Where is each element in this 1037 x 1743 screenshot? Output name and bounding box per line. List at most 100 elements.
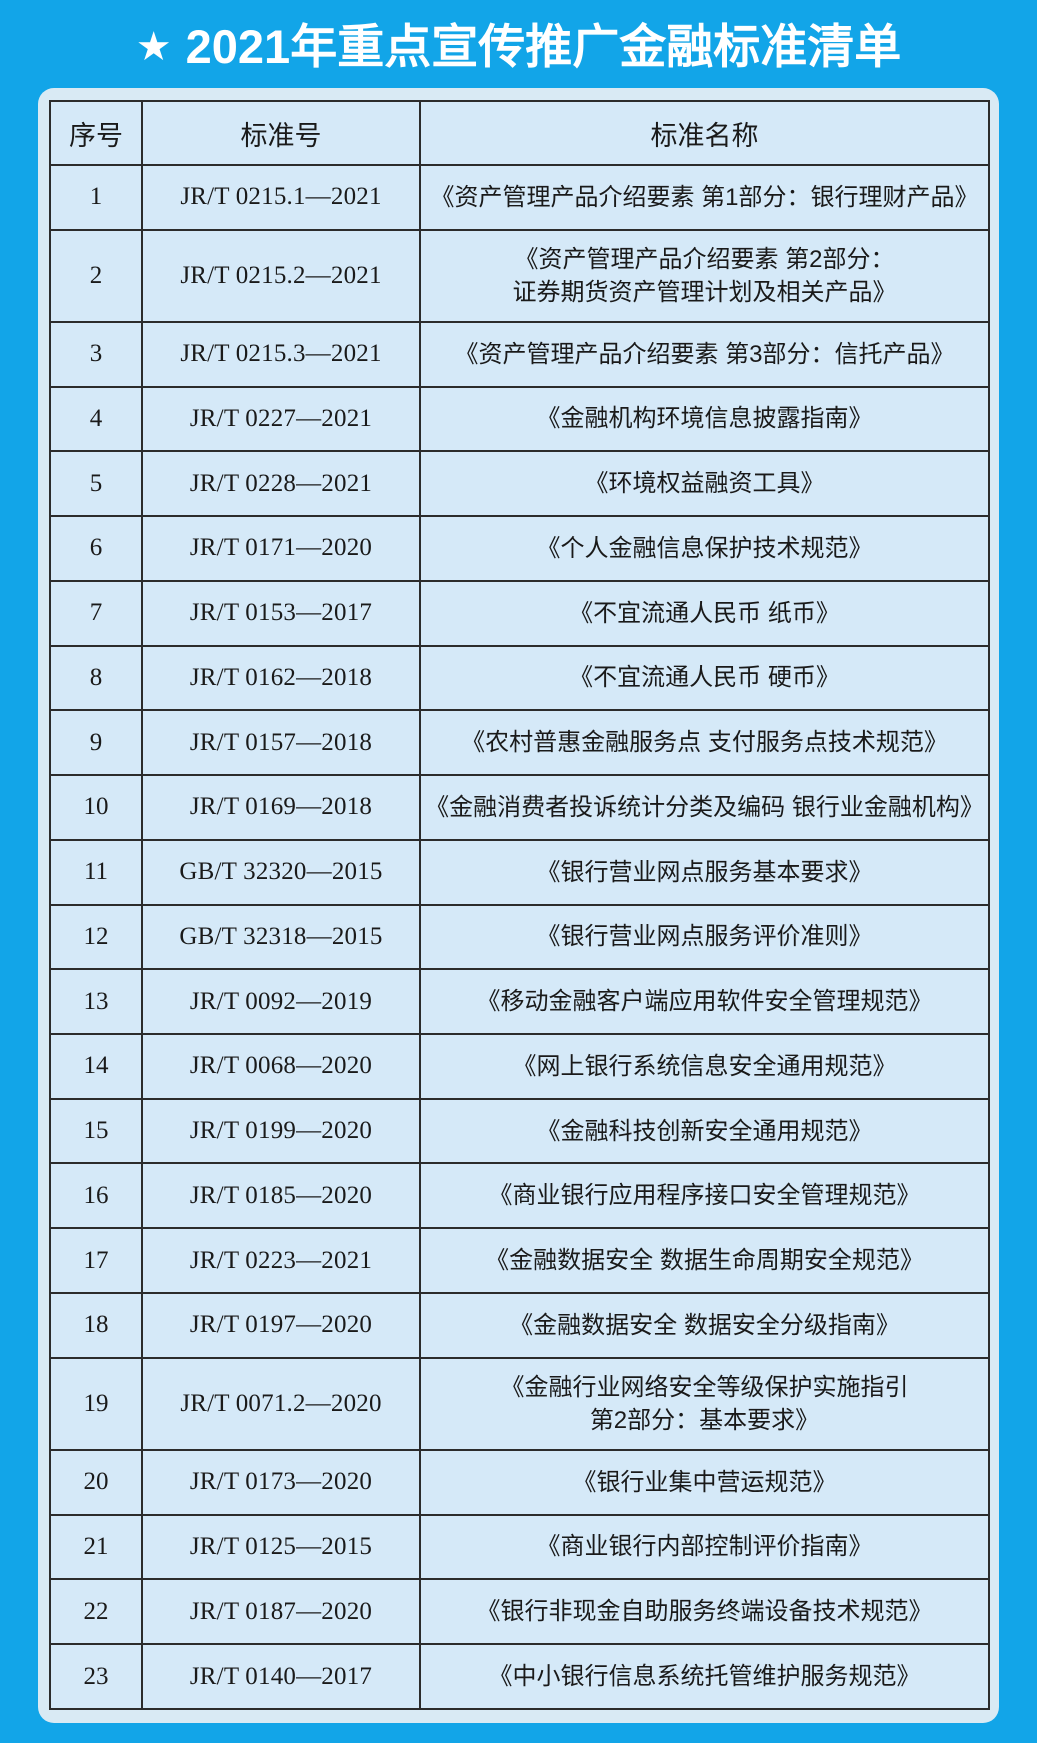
table-row: 3 JR/T 0215.3—2021 《资产管理产品介绍要素 第3部分：信托产品》 [49, 320, 990, 388]
cell-standard-name-line1: 《金融行业网络安全等级保护实施指引 [500, 1373, 909, 1401]
cell-standard-name: 《金融科技创新安全通用规范》 [419, 1097, 990, 1165]
cell-standard-number: GB/T 32318—2015 [141, 903, 421, 971]
cell-standard-name-line1: 《个人金融信息保护技术规范》 [536, 534, 873, 562]
cell-standard-name-line1: 《商业银行应用程序接口安全管理规范》 [488, 1182, 921, 1210]
cell-seq: 13 [49, 968, 143, 1035]
cell-standard-name-line1: 《金融数据安全 数据安全分级指南》 [509, 1311, 900, 1339]
table-row: 8 JR/T 0162—2018 《不宜流通人民币 硬币》 [49, 644, 990, 712]
table-row: 21 JR/T 0125—2015 《商业银行内部控制评价指南》 [49, 1513, 990, 1581]
table-row: 2 JR/T 0215.2—2021 《资产管理产品介绍要素 第2部分： 证券期货资产… [49, 228, 990, 323]
table-row: 23 JR/T 0140—2017 《中小银行信息系统托管维护服务规范》 [49, 1643, 990, 1710]
table-panel: 序号 标准号 标准名称 1 JR/T 0215.1—2021 《资产管理产品介绍要素… [38, 88, 999, 1723]
cell-standard-name-line1: 《银行业集中营运规范》 [572, 1468, 837, 1496]
table-row: 22 JR/T 0187—2020 《银行非现金自助服务终端设备技术规范》 [49, 1578, 990, 1646]
cell-standard-number: JR/T 0140—2017 [141, 1643, 421, 1710]
cell-standard-name-line1: 《银行营业网点服务基本要求》 [536, 858, 873, 886]
table-row: 7 JR/T 0153—2017 《不宜流通人民币 纸币》 [49, 579, 990, 647]
cell-standard-name-line2: 证券期货资产管理计划及相关产品》 [512, 278, 897, 306]
cell-seq: 17 [49, 1227, 143, 1294]
cell-standard-name: 《银行营业网点服务评价准则》 [419, 903, 990, 971]
cell-seq: 14 [49, 1032, 143, 1100]
cell-standard-number: JR/T 0153—2017 [141, 579, 421, 647]
table-row: 16 JR/T 0185—2020 《商业银行应用程序接口安全管理规范》 [49, 1162, 990, 1230]
column-header-standard-name: 标准名称 [419, 100, 990, 166]
cell-seq: 5 [49, 450, 143, 518]
table-row: 13 JR/T 0092—2019 《移动金融客户端应用软件安全管理规范》 [49, 968, 990, 1035]
cell-seq: 8 [49, 644, 143, 712]
cell-seq: 22 [49, 1578, 143, 1646]
table-row: 5 JR/T 0228—2021 《环境权益融资工具》 [49, 450, 990, 518]
table-row: 11 GB/T 32320—2015 《银行营业网点服务基本要求》 [49, 838, 990, 906]
page-title: ★ 2021年重点宣传推广金融标准清单 [0, 0, 1037, 88]
cell-seq: 7 [49, 579, 143, 647]
standards-table: 序号 标准号 标准名称 1 JR/T 0215.1—2021 《资产管理产品介绍要素… [49, 100, 990, 1710]
cell-standard-number: JR/T 0169—2018 [141, 774, 421, 841]
cell-standard-number: JR/T 0071.2—2020 [141, 1356, 421, 1451]
cell-standard-number: JR/T 0215.3—2021 [141, 320, 421, 388]
cell-standard-name-line1: 《银行非现金自助服务终端设备技术规范》 [476, 1598, 933, 1626]
column-header-seq: 序号 [49, 100, 143, 166]
cell-standard-name: 《资产管理产品介绍要素 第3部分：信托产品》 [419, 320, 990, 388]
cell-standard-name: 《环境权益融资工具》 [419, 450, 990, 518]
page-title-text: 2021年重点宣传推广金融标准清单 [185, 19, 902, 73]
cell-standard-name: 《银行营业网点服务基本要求》 [419, 838, 990, 906]
cell-standard-name: 《资产管理产品介绍要素 第1部分：银行理财产品》 [419, 164, 990, 231]
cell-standard-name: 《金融机构环境信息披露指南》 [419, 385, 990, 453]
cell-standard-number: JR/T 0215.1—2021 [141, 164, 421, 231]
cell-seq: 16 [49, 1162, 143, 1230]
table-row: 9 JR/T 0157—2018 《农村普惠金融服务点 支付服务点技术规范》 [49, 709, 990, 777]
cell-standard-number: JR/T 0197—2020 [141, 1291, 421, 1359]
table-row: 14 JR/T 0068—2020 《网上银行系统信息安全通用规范》 [49, 1032, 990, 1100]
cell-standard-name: 《中小银行信息系统托管维护服务规范》 [419, 1643, 990, 1710]
cell-standard-name-line1: 《金融科技创新安全通用规范》 [536, 1117, 873, 1145]
star-icon: ★ [135, 25, 172, 69]
cell-seq: 12 [49, 903, 143, 971]
table-header-row: 序号 标准号 标准名称 [49, 100, 990, 166]
cell-seq: 19 [49, 1356, 143, 1451]
table-row: 20 JR/T 0173—2020 《银行业集中营运规范》 [49, 1448, 990, 1516]
cell-standard-name-line1: 《金融数据安全 数据生命周期安全规范》 [485, 1247, 924, 1274]
table-row: 19 JR/T 0071.2—2020 《金融行业网络安全等级保护实施指引 第2部分：… [49, 1356, 990, 1451]
cell-standard-name-line1: 《商业银行内部控制评价指南》 [536, 1533, 873, 1561]
cell-standard-number: JR/T 0162—2018 [141, 644, 421, 712]
table-row: 12 GB/T 32318—2015 《银行营业网点服务评价准则》 [49, 903, 990, 971]
table-row: 4 JR/T 0227—2021 《金融机构环境信息披露指南》 [49, 385, 990, 453]
cell-standard-name-line1: 《农村普惠金融服务点 支付服务点技术规范》 [461, 729, 948, 757]
cell-standard-name-line2: 第2部分：基本要求》 [589, 1406, 820, 1434]
cell-standard-name-line1: 《资产管理产品介绍要素 第1部分：银行理财产品》 [430, 183, 979, 211]
table-row: 18 JR/T 0197—2020 《金融数据安全 数据安全分级指南》 [49, 1291, 990, 1359]
cell-standard-name: 《网上银行系统信息安全通用规范》 [419, 1032, 990, 1100]
cell-standard-name: 《金融消费者投诉统计分类及编码 银行业金融机构》 [419, 774, 990, 841]
cell-seq: 11 [49, 838, 143, 906]
cell-seq: 10 [49, 774, 143, 841]
cell-seq: 18 [49, 1291, 143, 1359]
cell-standard-number: JR/T 0173—2020 [141, 1448, 421, 1516]
cell-standard-name-line1: 《银行营业网点服务评价准则》 [536, 923, 873, 951]
cell-standard-number: JR/T 0199—2020 [141, 1097, 421, 1165]
cell-standard-number: JR/T 0171—2020 [141, 515, 421, 582]
cell-seq: 3 [49, 320, 143, 388]
table-row: 1 JR/T 0215.1—2021 《资产管理产品介绍要素 第1部分：银行理财产品… [49, 164, 990, 231]
cell-standard-name-line1: 《移动金融客户端应用软件安全管理规范》 [476, 988, 933, 1016]
cell-standard-name-line1: 《金融消费者投诉统计分类及编码 银行业金融机构》 [425, 793, 984, 821]
cell-standard-number: JR/T 0157—2018 [141, 709, 421, 777]
cell-standard-number: JR/T 0223—2021 [141, 1227, 421, 1294]
column-header-standard-number: 标准号 [141, 100, 421, 166]
cell-standard-number: JR/T 0227—2021 [141, 385, 421, 453]
cell-seq: 20 [49, 1448, 143, 1516]
cell-standard-name: 《银行非现金自助服务终端设备技术规范》 [419, 1578, 990, 1646]
cell-standard-name-line1: 《资产管理产品介绍要素 第3部分：信托产品》 [454, 340, 955, 368]
cell-seq: 15 [49, 1097, 143, 1165]
cell-standard-number: JR/T 0215.2—2021 [141, 228, 421, 323]
cell-standard-name-line1: 《资产管理产品介绍要素 第2部分： [514, 245, 895, 273]
cell-standard-name-line1: 《不宜流通人民币 硬币》 [569, 664, 840, 692]
cell-seq: 2 [49, 228, 143, 323]
table-body: 1 JR/T 0215.1—2021 《资产管理产品介绍要素 第1部分：银行理财产品… [49, 164, 990, 1710]
cell-standard-name: 《商业银行应用程序接口安全管理规范》 [419, 1162, 990, 1230]
cell-standard-name-line1: 《中小银行信息系统托管维护服务规范》 [488, 1662, 921, 1690]
table-row: 6 JR/T 0171—2020 《个人金融信息保护技术规范》 [49, 515, 990, 582]
cell-standard-name-line1: 《不宜流通人民币 纸币》 [569, 599, 840, 627]
cell-standard-name: 《金融行业网络安全等级保护实施指引 第2部分：基本要求》 [419, 1356, 990, 1451]
cell-standard-name: 《金融数据安全 数据安全分级指南》 [419, 1291, 990, 1359]
